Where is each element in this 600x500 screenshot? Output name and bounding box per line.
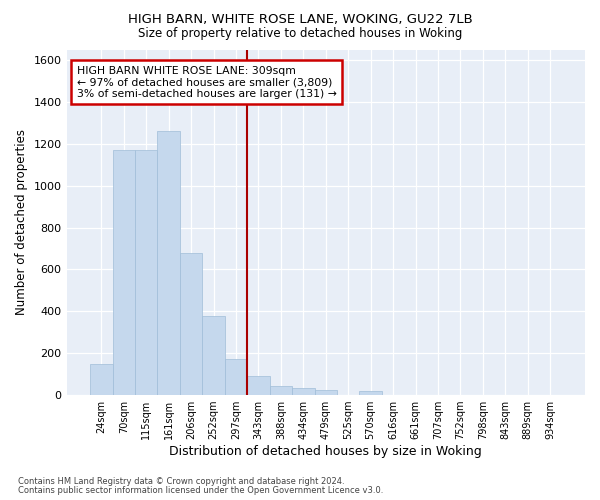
Text: HIGH BARN WHITE ROSE LANE: 309sqm
← 97% of detached houses are smaller (3,809)
3: HIGH BARN WHITE ROSE LANE: 309sqm ← 97% … xyxy=(77,66,337,98)
Text: Contains HM Land Registry data © Crown copyright and database right 2024.: Contains HM Land Registry data © Crown c… xyxy=(18,477,344,486)
Bar xyxy=(247,376,269,394)
Y-axis label: Number of detached properties: Number of detached properties xyxy=(15,130,28,316)
X-axis label: Distribution of detached houses by size in Woking: Distribution of detached houses by size … xyxy=(169,444,482,458)
Bar xyxy=(202,316,225,394)
Text: Size of property relative to detached houses in Woking: Size of property relative to detached ho… xyxy=(138,28,462,40)
Bar xyxy=(269,386,292,394)
Bar xyxy=(113,150,135,394)
Bar xyxy=(292,388,314,394)
Bar xyxy=(225,360,247,394)
Bar xyxy=(157,131,180,394)
Bar xyxy=(90,364,113,394)
Text: HIGH BARN, WHITE ROSE LANE, WOKING, GU22 7LB: HIGH BARN, WHITE ROSE LANE, WOKING, GU22… xyxy=(128,12,472,26)
Bar xyxy=(135,150,157,394)
Bar xyxy=(314,390,337,394)
Bar xyxy=(359,392,382,394)
Text: Contains public sector information licensed under the Open Government Licence v3: Contains public sector information licen… xyxy=(18,486,383,495)
Bar xyxy=(180,253,202,394)
